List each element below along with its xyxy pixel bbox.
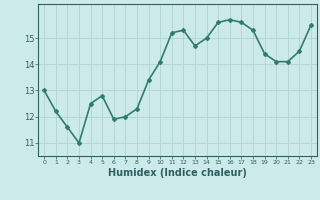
X-axis label: Humidex (Indice chaleur): Humidex (Indice chaleur) [108, 168, 247, 178]
